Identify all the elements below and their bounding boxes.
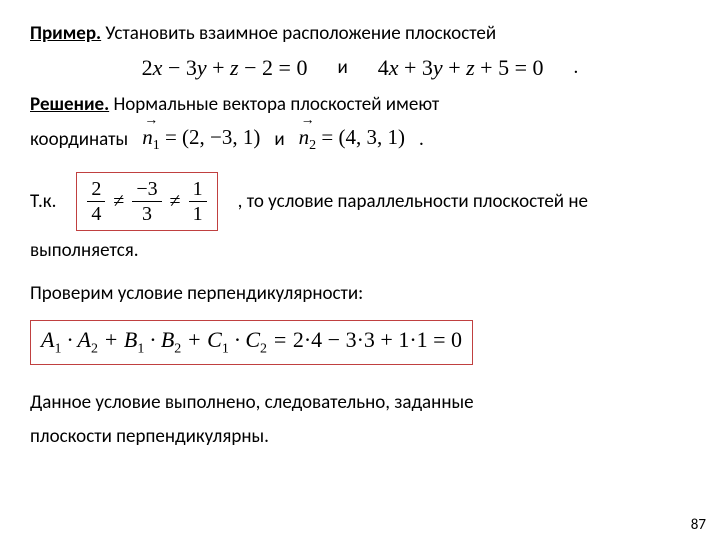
fraction-3: 11: [189, 179, 207, 224]
solution-line: Решение. Нормальные вектора плоскостей и…: [30, 91, 690, 120]
perp-equation-wrapper: A1 · A2 + B1 · B2 + C1 · C2 = 2·4 − 3·3 …: [30, 314, 690, 374]
fraction-1: 24: [87, 179, 105, 224]
equation-1: 2x − 3y + z − 2 = 0: [142, 55, 308, 81]
equation-row: 2x − 3y + z − 2 = 0 и 4x + 3y + z + 5 = …: [30, 55, 690, 81]
vectors-row: координаты →n1 = (2, −3, 1) и →n2 = (4, …: [30, 125, 690, 154]
example-rest: Установить взаимное расположение плоскос…: [101, 22, 496, 45]
example-bold: Пример.: [30, 22, 101, 45]
perp-check-line: Проверим условие перпендикулярности:: [30, 280, 690, 309]
since-label: Т.к.: [30, 190, 56, 213]
since-rest: , то условие параллельности плоскостей н…: [238, 190, 588, 213]
conclusion-line-1: Данное условие выполнено, следовательно,…: [30, 389, 690, 418]
neq-1: ≠: [113, 190, 124, 213]
fraction-2: −33: [132, 179, 161, 224]
perp-equation-box: A1 · A2 + B1 · B2 + C1 · C2 = 2·4 − 3·3 …: [30, 320, 473, 364]
connector-and-2: и: [274, 128, 284, 151]
solution-rest: Нормальные вектора плоскостей имеют: [109, 93, 439, 116]
neq-2: ≠: [170, 190, 181, 213]
fulfilled-line: выполняется.: [30, 237, 690, 266]
coords-word: координаты: [30, 128, 128, 151]
vector-n1: →n1 = (2, −3, 1): [142, 125, 260, 154]
equation-2: 4x + 3y + z + 5 = 0: [378, 55, 544, 81]
fraction-inequality-box: 24 ≠ −33 ≠ 11: [76, 172, 217, 231]
connector-and-1: и: [337, 56, 347, 79]
page-number: 87: [691, 516, 706, 534]
conclusion-line-2: плоскости перпендикулярны.: [30, 423, 690, 452]
vector-n2: →n2 = (4, 3, 1): [299, 125, 405, 154]
since-row: Т.к. 24 ≠ −33 ≠ 11 , то условие параллел…: [30, 172, 690, 231]
period-1: .: [574, 56, 579, 79]
solution-bold: Решение.: [30, 93, 109, 116]
period-2: .: [419, 128, 424, 151]
example-title: Пример. Установить взаимное расположение…: [30, 20, 690, 49]
